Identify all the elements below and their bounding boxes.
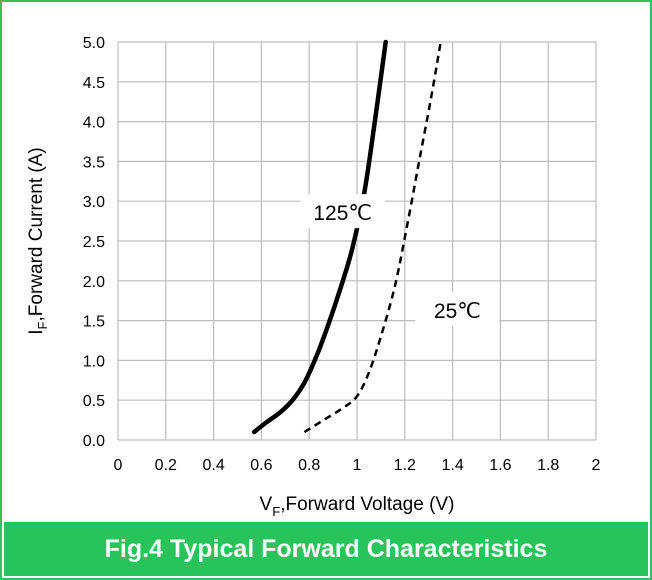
- tick-labels: 0 0.2 0.4 0.6 0.8 1 1.2 1.4 1.6 1.8 2 0.0 0.5 1.0 1.5 2…: [83, 35, 601, 474]
- x-tick-label: 1.4: [441, 457, 463, 474]
- x-tick-label: 0: [114, 457, 123, 474]
- annotation-background: [415, 292, 500, 327]
- y-tick-label: 1.0: [83, 353, 105, 370]
- series-annotation: 125℃: [313, 202, 372, 225]
- series-line-25c: [303, 41, 442, 434]
- y-axis-label: IF,Forward Current (A): [26, 147, 50, 334]
- series-line-125c: [251, 39, 388, 435]
- y-tick-label: 2.5: [83, 234, 105, 251]
- x-tick-label: 1.8: [537, 457, 559, 474]
- x-tick-label: 0.8: [298, 457, 320, 474]
- y-tick-label: 2.0: [83, 274, 105, 291]
- forward-characteristics-chart: 0 0.2 0.4 0.6 0.8 1 1.2 1.4 1.6 1.8 2 0.0 0.5 1.0 1.5 2…: [26, 35, 601, 519]
- x-tick-label: 0.6: [250, 457, 272, 474]
- y-tick-label: 3.0: [83, 194, 105, 211]
- annotation-background: [300, 194, 385, 229]
- x-axis-label: VF,Forward Voltage (V): [260, 494, 455, 519]
- y-tick-label: 4.0: [83, 115, 105, 132]
- x-tick-label: 1: [353, 457, 362, 474]
- x-tick-label: 1.6: [489, 457, 511, 474]
- y-tick-label: 0.0: [83, 433, 105, 450]
- y-tick-label: 1.5: [83, 314, 105, 331]
- y-tick-label: 3.5: [83, 154, 105, 171]
- series-layer: [251, 39, 442, 435]
- x-tick-label: 0.4: [202, 457, 224, 474]
- grid: [117, 41, 597, 441]
- x-tick-label: 0.2: [155, 457, 177, 474]
- figure-caption: Fig.4 Typical Forward Characteristics: [104, 534, 548, 563]
- x-tick-label: 2: [592, 457, 601, 474]
- caption-bar: Fig.4 Typical Forward Characteristics: [4, 522, 648, 576]
- y-tick-label: 5.0: [83, 35, 105, 52]
- y-tick-label: 0.5: [83, 393, 105, 410]
- annotations: 125℃ 25℃: [300, 194, 500, 327]
- y-tick-label: 4.5: [83, 75, 105, 92]
- x-tick-label: 1.2: [394, 457, 416, 474]
- series-annotation: 25℃: [434, 300, 481, 323]
